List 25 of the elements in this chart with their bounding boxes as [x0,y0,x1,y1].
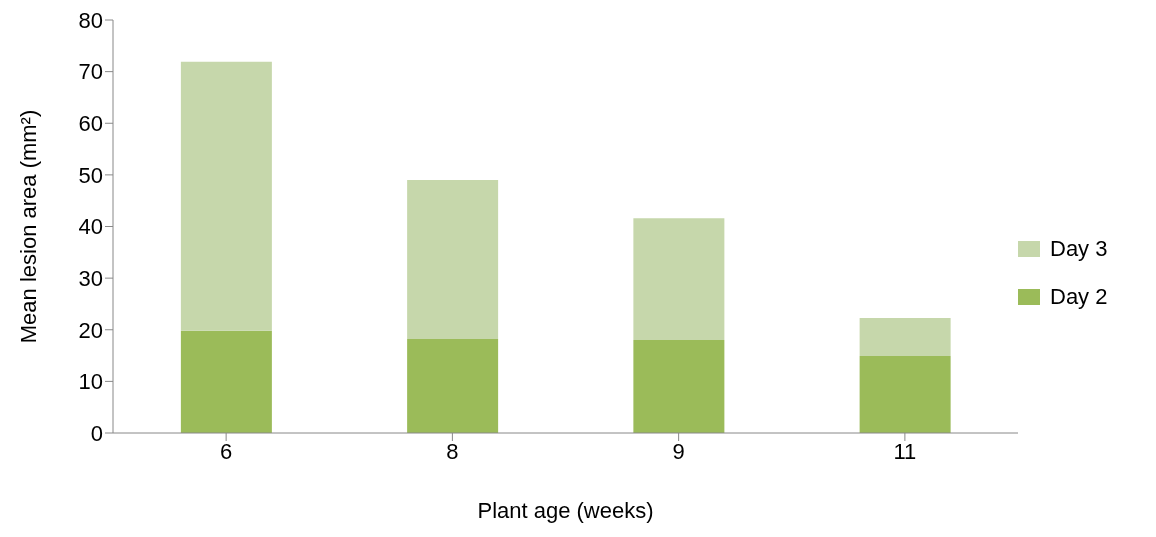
bar [407,180,499,340]
bar [859,356,951,433]
y-tick-label: 0 [90,420,103,446]
x-tick-label: 6 [220,438,233,464]
y-tick-label: 20 [78,317,103,343]
y-tick-label: 60 [78,111,103,137]
x-axis-title: Plant age (weeks) [477,498,654,523]
y-tick-label: 10 [78,369,103,395]
y-tick-label: 40 [78,214,103,240]
x-tick-label: 11 [893,438,917,464]
y-tick-label: 70 [78,59,103,85]
bar [859,317,951,357]
x-tick-label: 9 [672,438,685,464]
y-axis-title: Mean lesion area (mm²) [15,109,41,344]
y-tick-label: 50 [78,162,103,188]
y-tick-label: 30 [78,265,103,291]
legend-label: Day 2 [1050,284,1108,310]
bar [180,61,272,331]
bar [407,339,499,433]
x-tick-label: 8 [446,438,459,464]
legend-label: Day 3 [1050,236,1108,262]
y-tick-label: 80 [78,7,103,33]
bar [633,340,725,433]
bar [633,218,725,341]
bar [180,330,272,433]
